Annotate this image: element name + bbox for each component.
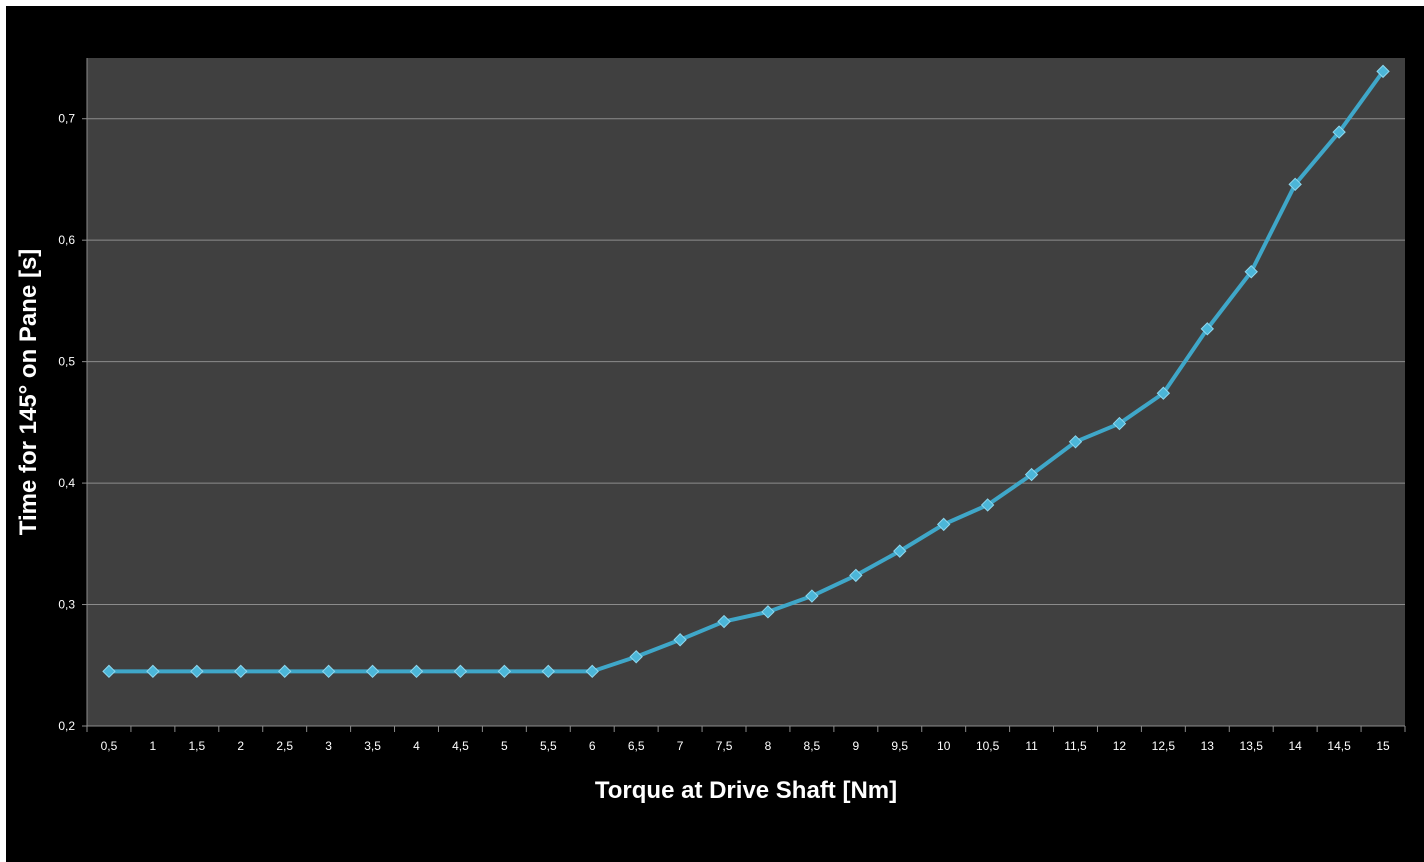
- y-tick-label: 0,4: [58, 476, 75, 490]
- data-point: [717, 614, 731, 629]
- data-point: [1112, 416, 1127, 431]
- x-tick-label: 7: [677, 739, 684, 753]
- x-tick-label: 8: [765, 739, 772, 753]
- data-point: [849, 568, 863, 583]
- x-tick-label: 0,5: [101, 739, 118, 753]
- data-point: [585, 664, 599, 679]
- data-point: [1024, 467, 1039, 482]
- data-point: [146, 664, 160, 679]
- x-tick-label: 6: [589, 739, 596, 753]
- data-point: [1332, 125, 1346, 139]
- data-point: [1244, 265, 1258, 279]
- x-tick-label: 2: [237, 739, 244, 753]
- x-tick-label: 14,5: [1327, 739, 1351, 753]
- x-tick-label: 9: [852, 739, 859, 753]
- data-point: [277, 664, 292, 679]
- data-point: [541, 664, 556, 679]
- x-tick-label: 10: [937, 739, 951, 753]
- x-tick-label: 14: [1288, 739, 1302, 753]
- data-point: [321, 664, 336, 679]
- y-tick-label: 0,3: [58, 598, 75, 612]
- x-tick-label: 8,5: [804, 739, 821, 753]
- data-point: [1288, 177, 1302, 192]
- x-tick-label: 13,5: [1240, 739, 1264, 753]
- x-tick-label: 5: [501, 739, 508, 753]
- data-point: [409, 664, 424, 679]
- x-tick-label: 11,5: [1064, 739, 1087, 753]
- data-point: [1376, 64, 1390, 79]
- x-tick-label: 11: [1025, 739, 1038, 753]
- data-point: [1068, 435, 1083, 449]
- x-tick-label: 9,5: [891, 739, 908, 753]
- data-point: [805, 589, 819, 603]
- x-axis-ticks: 0,5 1 1,5 2 2,5 3 3,5 4 4,5 5 5,5 6 6,5 7 7,5 8 8,5 9 9,5 1…: [86, 726, 1406, 753]
- x-tick-label: 3,5: [364, 739, 381, 753]
- data-point: [1156, 386, 1171, 400]
- series-line: [108, 70, 1385, 674]
- data-point: [102, 664, 116, 679]
- x-tick-label: 4,5: [452, 739, 469, 753]
- y-tick-label: 0,6: [58, 233, 75, 247]
- x-tick-label: 10,5: [976, 739, 1000, 753]
- data-point: [234, 664, 248, 679]
- data-point: [365, 664, 380, 679]
- data-point: [1200, 322, 1215, 336]
- data-point: [497, 664, 512, 679]
- data-point: [980, 498, 995, 512]
- y-axis-ticks: 0,2 0,3 0,4 0,5 0,6 0,7: [58, 112, 87, 733]
- data-point: [629, 650, 643, 664]
- data-point: [893, 544, 907, 558]
- x-tick-label: 1: [150, 739, 157, 753]
- x-tick-label: 15: [1376, 739, 1390, 753]
- data-point: [190, 664, 204, 679]
- x-tick-label: 3: [325, 739, 332, 753]
- data-point: [673, 633, 687, 647]
- data-point: [453, 664, 468, 679]
- data-markers: [102, 64, 1390, 679]
- x-tick-label: 12,5: [1152, 739, 1176, 753]
- data-point: [936, 517, 951, 532]
- plot-area: [87, 58, 1405, 726]
- y-tick-label: 0,7: [58, 112, 75, 126]
- x-axis-title: Torque at Drive Shaft [Nm]: [595, 777, 897, 804]
- x-tick-label: 5,5: [540, 739, 557, 753]
- x-tick-label: 12: [1113, 739, 1127, 753]
- data-point: [761, 605, 775, 619]
- x-tick-label: 7,5: [716, 739, 733, 753]
- x-tick-label: 13: [1201, 739, 1215, 753]
- y-tick-label: 0,2: [58, 719, 75, 733]
- x-tick-label: 1,5: [188, 739, 205, 753]
- x-tick-label: 2,5: [276, 739, 293, 753]
- x-tick-label: 4: [413, 739, 420, 753]
- y-axis-title: Time for 145° on Pane [s]: [15, 249, 42, 536]
- y-tick-label: 0,5: [58, 355, 75, 369]
- x-tick-label: 6,5: [628, 739, 645, 753]
